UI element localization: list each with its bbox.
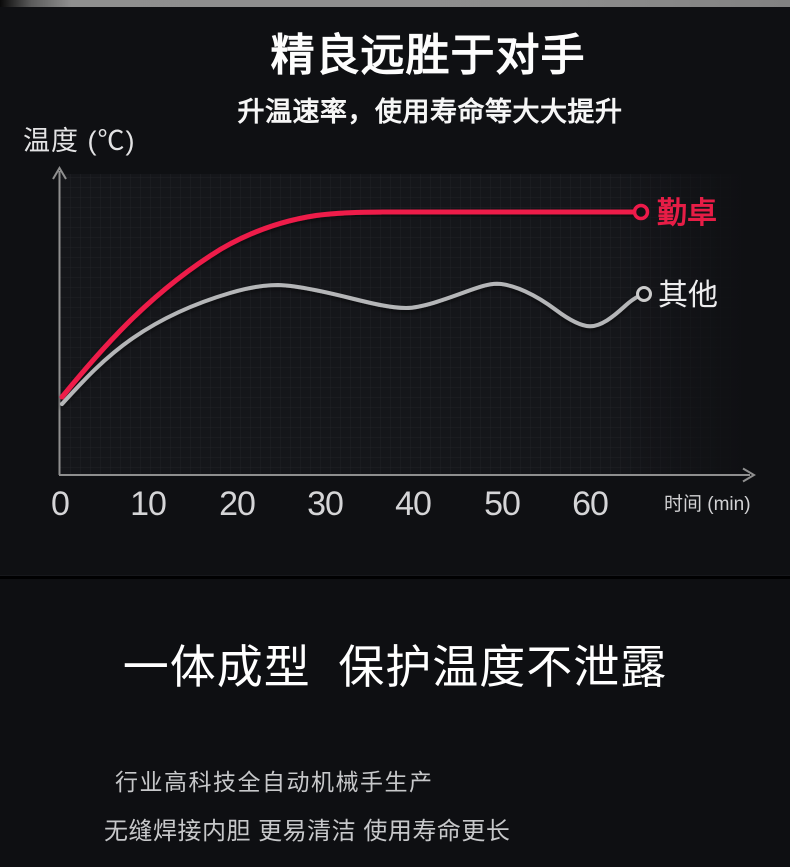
feature-title: 一体成型 保护温度不泄露 [122, 641, 668, 693]
temperature-line-chart: 勤卓 其他 0 10 20 30 40 50 60 时间 (min) [51, 166, 756, 523]
x-tick-60: 60 [572, 485, 608, 523]
feature-text-line2: 无缝焊接内胆 更易清洁 使用寿命更长 [104, 818, 511, 845]
legend-label-other: 其他 [658, 279, 718, 312]
series-qinzhuo-curve [59, 209, 636, 400]
top-metal-strip [0, 0, 790, 7]
x-axis-label: 时间 (min) [664, 493, 751, 515]
legend-label-qinzhuo: 勤卓 [657, 197, 717, 230]
x-tick-40: 40 [395, 485, 431, 523]
feature-text-line1: 行业高科技全自动机械手生产 [115, 769, 434, 795]
qinzhuo-endpoint-ring [632, 203, 650, 221]
section-divider [0, 575, 790, 579]
y-axis-label: 温度 (℃) [23, 126, 136, 156]
plot-grid [60, 174, 744, 475]
x-tick-50: 50 [484, 485, 520, 523]
page-subtitle: 升温速率，使用寿命等大大提升 [237, 97, 623, 127]
feature-section: 一体成型 保护温度不泄露 行业高科技全自动机械手生产 无缝焊接内胆 更易清洁 使… [0, 579, 790, 867]
page-title: 精良远胜于对手 [270, 31, 586, 80]
axes [52, 166, 756, 483]
other-endpoint-ring [636, 286, 652, 302]
y-axis-arrow-icon [52, 166, 67, 180]
x-tick-20: 20 [219, 485, 255, 523]
x-tick-30: 30 [307, 485, 343, 523]
x-axis-arrow-icon [742, 467, 756, 483]
series-other-curve [60, 281, 641, 406]
chart-section: 精良远胜于对手 升温速率，使用寿命等大大提升 温度 (℃) [0, 7, 790, 575]
x-tick-10: 10 [130, 485, 166, 523]
x-tick-0: 0 [51, 485, 69, 523]
